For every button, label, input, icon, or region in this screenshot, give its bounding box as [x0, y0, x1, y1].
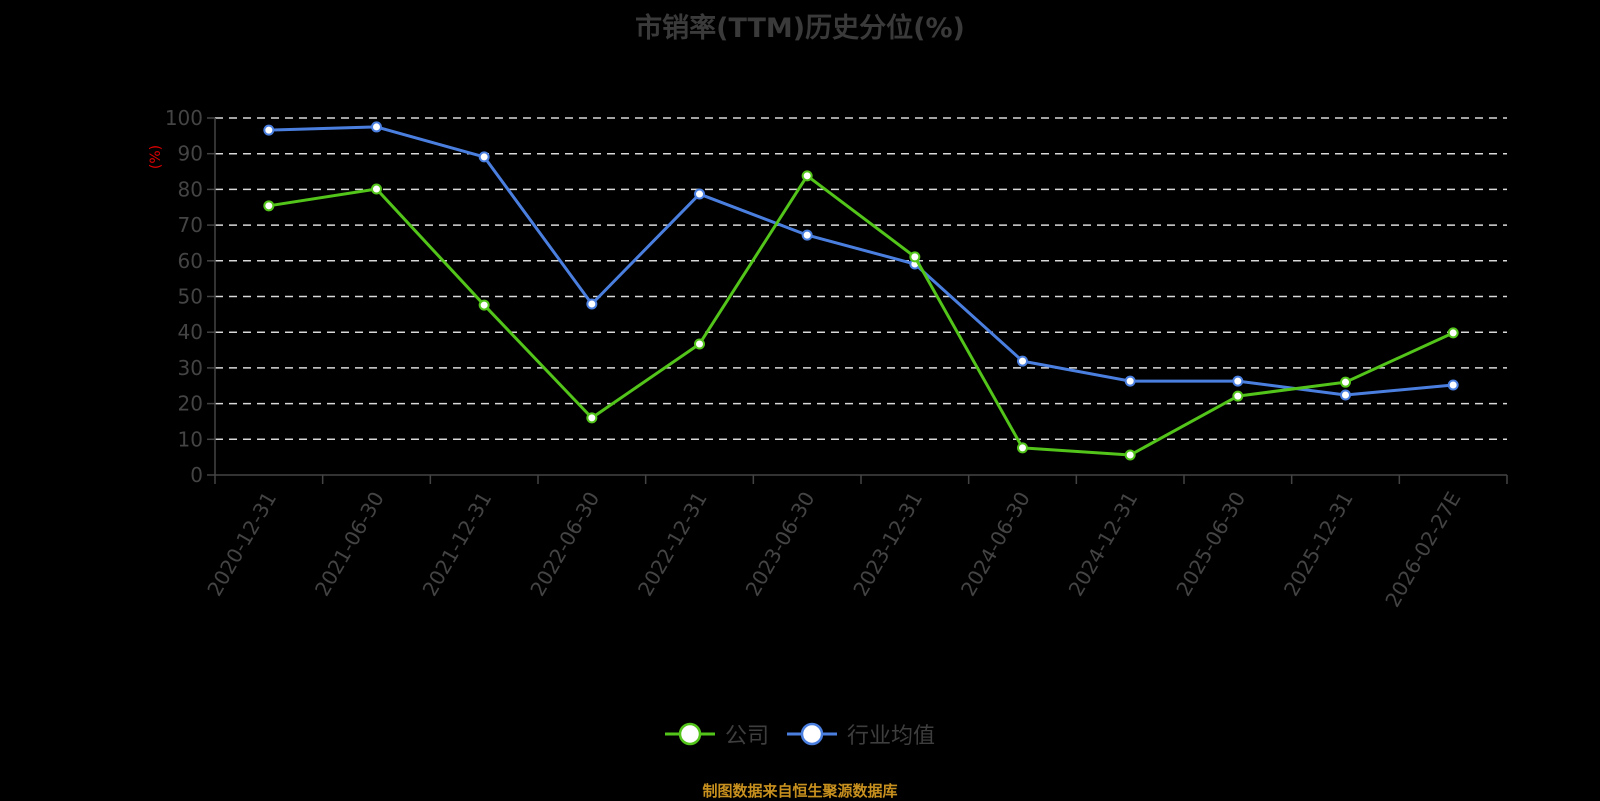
data-point[interactable]	[1232, 390, 1244, 402]
data-point[interactable]	[694, 338, 705, 350]
x-tick-label: 2023-12-31	[848, 487, 927, 600]
data-point[interactable]	[1017, 442, 1028, 454]
x-tick-label: 2023-06-30	[741, 488, 820, 601]
x-tick-label: 2020-12-31	[202, 488, 281, 601]
y-tick-label: 0	[190, 463, 203, 487]
x-tick-label: 2025-12-31	[1279, 488, 1358, 601]
y-tick-label: 60	[178, 249, 203, 273]
y-tick-label: 80	[178, 177, 203, 201]
series-line	[268, 174, 1454, 457]
data-point[interactable]	[1232, 375, 1244, 387]
data-point[interactable]	[801, 170, 813, 182]
y-tick-label: 10	[178, 427, 203, 451]
industry-line-marker-icon	[787, 722, 837, 746]
data-point[interactable]	[1447, 327, 1459, 339]
data-point[interactable]	[1124, 375, 1136, 387]
data-point[interactable]	[694, 188, 705, 200]
data-point[interactable]	[263, 200, 275, 212]
legend-item-industry[interactable]: 行业均值	[787, 718, 935, 750]
x-tick-label: 2026-02-27E	[1380, 488, 1465, 612]
y-tick-label: 70	[178, 213, 203, 237]
x-tick-label: 2022-06-30	[525, 488, 604, 601]
chart-title: 市销率(TTM)历史分位(%)	[635, 13, 965, 44]
y-axis-unit: (%)	[148, 145, 164, 169]
company-line-marker-icon	[664, 722, 715, 746]
data-point[interactable]	[371, 183, 382, 195]
y-tick-label: 20	[178, 392, 203, 416]
x-tick-label: 2025-06-30	[1171, 488, 1250, 601]
data-point[interactable]	[478, 299, 490, 311]
legend-label-industry: 行业均值	[847, 724, 936, 749]
x-tick-label: 2024-12-31	[1064, 488, 1143, 601]
x-axis-ticks: 2020-12-31 2021-06-30 2021-12-31 2022-06-30…	[202, 475, 1508, 612]
legend-item-company[interactable]: 公司	[664, 718, 769, 750]
data-point[interactable]	[371, 121, 382, 133]
line-chart: 0 10 20 30 40 50 60 70 80 90 100 2020-12-31 2021-06…	[148, 106, 1508, 612]
data-point[interactable]	[1124, 449, 1136, 461]
legend: 公司 行业均值	[0, 718, 1600, 750]
y-axis-ticks: 0 10 20 30 40 50 60 70 80 90 100	[165, 106, 215, 487]
data-source-note: 制图数据来自恒生聚源数据库	[702, 782, 898, 800]
data-point[interactable]	[263, 124, 275, 136]
y-tick-label: 50	[178, 285, 203, 309]
x-tick-label: 2021-12-31	[418, 487, 497, 600]
data-point[interactable]	[1340, 376, 1351, 388]
legend-label-company: 公司	[724, 724, 769, 749]
y-tick-label: 30	[178, 356, 203, 380]
x-tick-label: 2022-12-31	[633, 488, 712, 601]
data-point[interactable]	[1017, 355, 1028, 367]
series-lines	[263, 121, 1459, 461]
data-point[interactable]	[478, 151, 490, 163]
data-point[interactable]	[909, 251, 921, 263]
gridlines	[215, 117, 1507, 441]
y-tick-label: 100	[165, 106, 203, 130]
series-line	[268, 125, 1454, 397]
data-point[interactable]	[1340, 389, 1351, 401]
data-point[interactable]	[801, 229, 813, 241]
x-tick-label: 2021-06-30	[310, 488, 389, 601]
y-tick-label: 40	[178, 320, 203, 344]
data-point[interactable]	[586, 298, 598, 310]
x-tick-label: 2024-06-30	[956, 488, 1035, 601]
data-point[interactable]	[586, 412, 598, 424]
y-tick-label: 90	[178, 142, 203, 166]
data-point[interactable]	[1447, 379, 1459, 391]
